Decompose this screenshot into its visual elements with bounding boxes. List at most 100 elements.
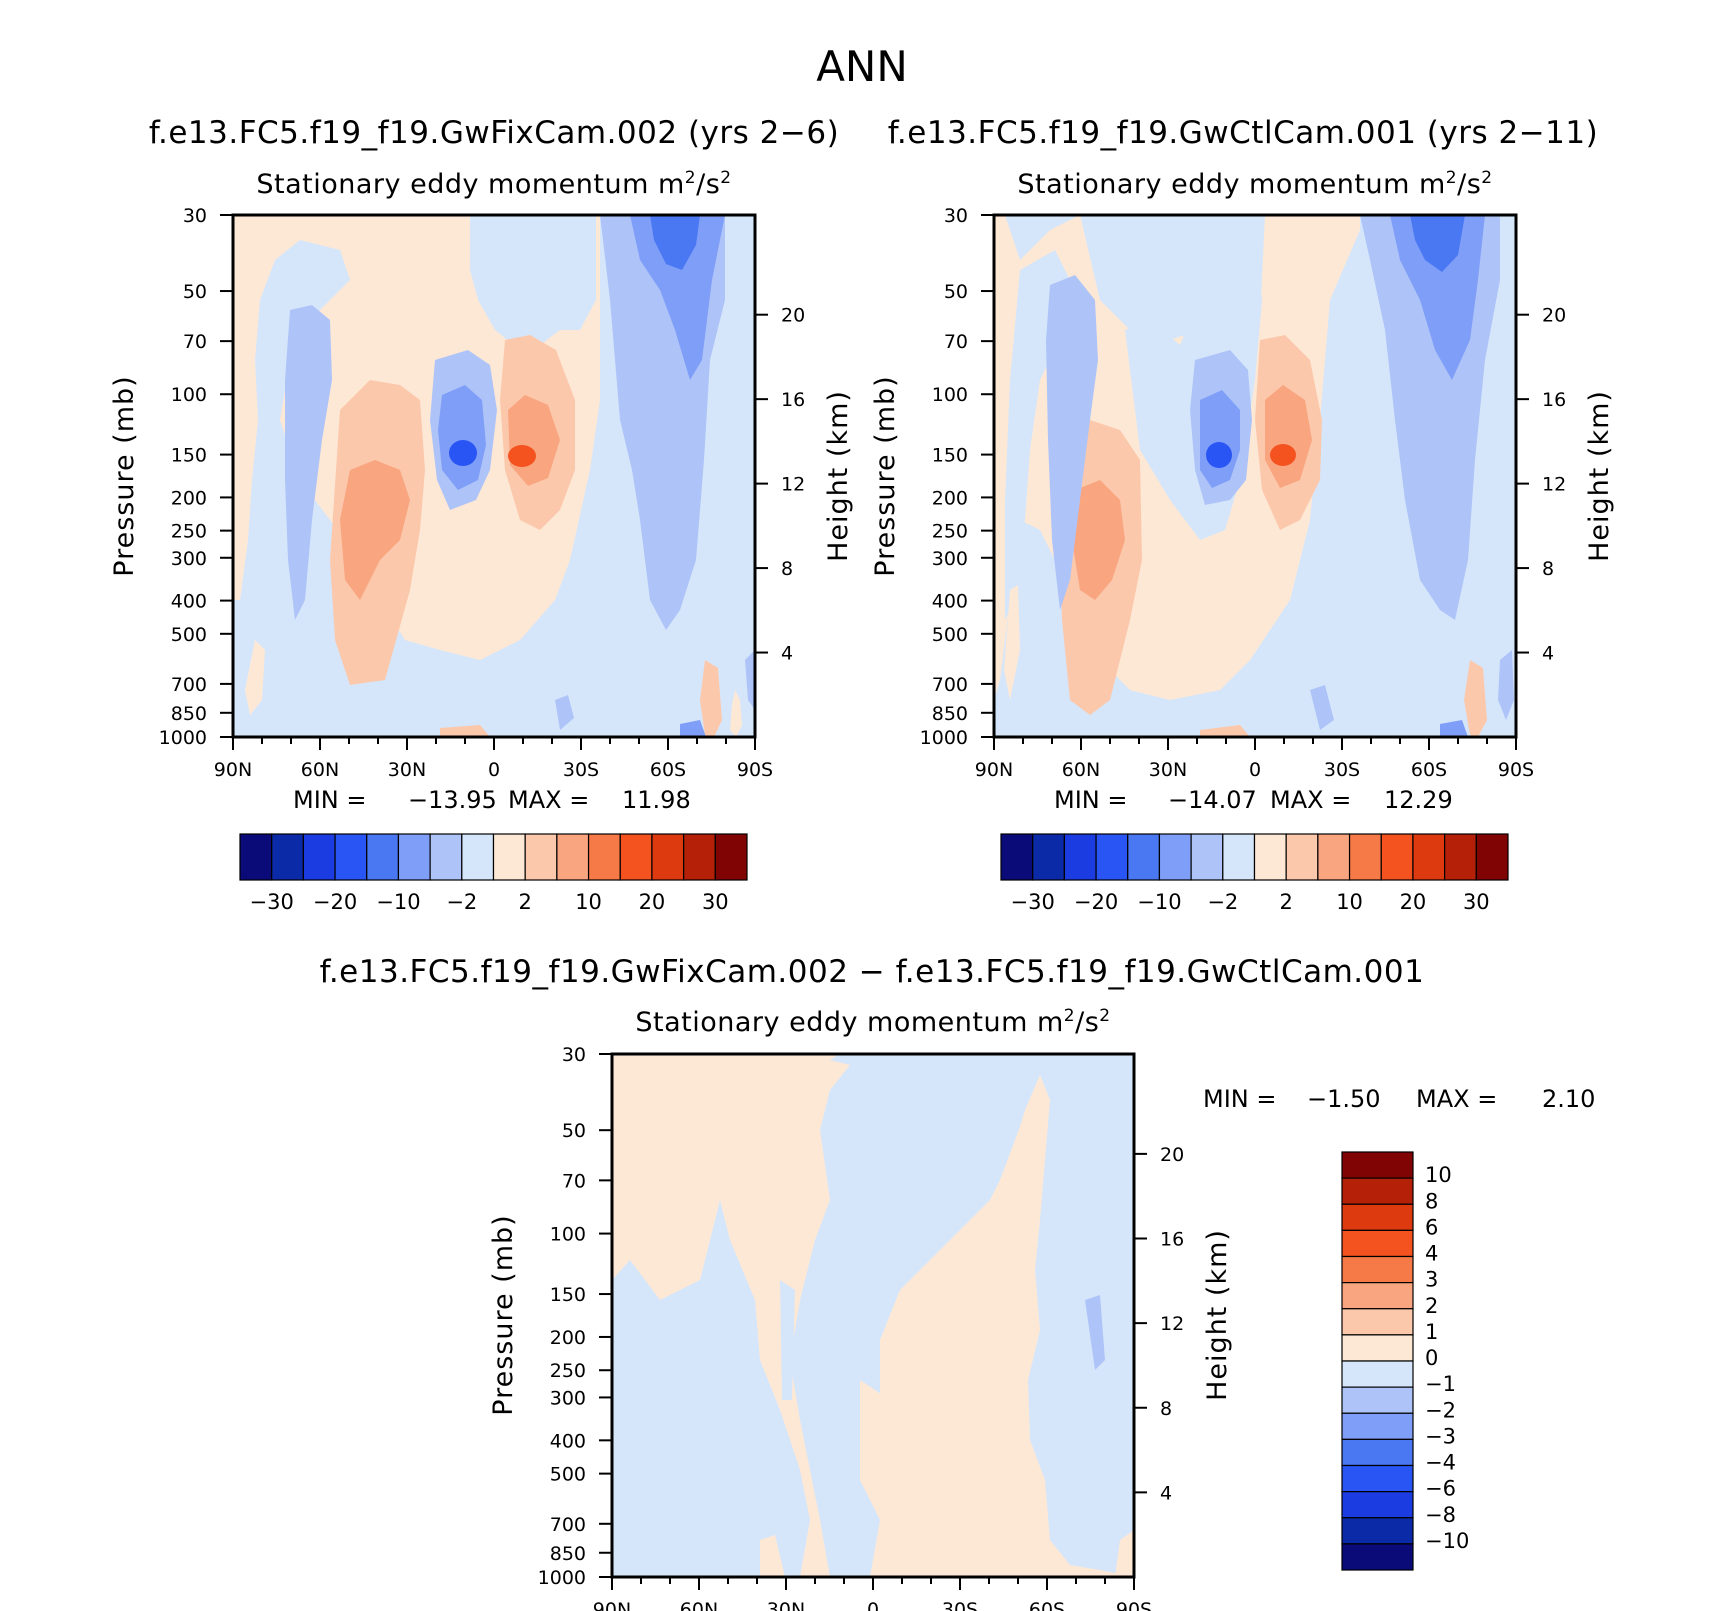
x-axis: 90N 60N 30N 0 30S 60S 90S xyxy=(593,1577,1152,1611)
y-tick-label: 500 xyxy=(550,1464,586,1486)
figure-title: ANN xyxy=(816,42,908,91)
colorbar-label: −6 xyxy=(1425,1477,1456,1501)
y-tick-label: 850 xyxy=(932,703,968,725)
x-tick-label: 0 xyxy=(488,759,500,781)
contour-field xyxy=(612,1054,1134,1577)
colorbar-swatch xyxy=(1341,1282,1414,1310)
y-axis-label: Pressure (mb) xyxy=(488,1214,519,1415)
colorbar-swatch xyxy=(1063,833,1097,881)
colorbar-swatch xyxy=(271,833,304,881)
colorbar-label: −10 xyxy=(1137,890,1181,914)
colorbar-swatch xyxy=(1285,833,1319,881)
y2-tick-label: 12 xyxy=(1160,1313,1184,1335)
colorbar-swatch xyxy=(366,833,400,881)
colorbar-swatch xyxy=(1190,833,1224,881)
colorbar-swatch xyxy=(1341,1386,1414,1414)
colorbar-label: −10 xyxy=(1425,1529,1469,1553)
colorbar-swatch xyxy=(1317,833,1351,881)
colorbar-label: −4 xyxy=(1425,1451,1456,1475)
max-label: MAX = xyxy=(508,786,589,814)
colorbar-swatch xyxy=(1341,1308,1414,1336)
y-tick-label: 700 xyxy=(550,1514,586,1536)
colorbar-swatch xyxy=(1222,833,1256,881)
colorbar-label: 1 xyxy=(1425,1320,1438,1344)
y2-tick-label: 8 xyxy=(1542,558,1554,580)
colorbar-label: 30 xyxy=(702,890,729,914)
contour-field xyxy=(233,215,755,737)
y-tick-label: 70 xyxy=(562,1170,586,1192)
y-tick-label: 850 xyxy=(550,1543,586,1565)
max-value: 11.98 xyxy=(622,786,691,814)
x-tick-label: 60S xyxy=(1411,759,1447,781)
y-tick-label: 1000 xyxy=(159,727,207,749)
panel-bottom-diff: f.e13.FC5.f19_f19.GwFixCam.002 − f.e13.F… xyxy=(320,954,1596,1611)
colorbar-label: 10 xyxy=(1336,890,1363,914)
x-tick-label: 30S xyxy=(942,1599,978,1611)
colorbar-label: −2 xyxy=(446,890,477,914)
colorbar-swatch xyxy=(1341,1517,1414,1545)
y-tick-label: 700 xyxy=(171,674,207,696)
colorbar-label: 30 xyxy=(1463,890,1490,914)
y-tick-label: 100 xyxy=(550,1224,586,1246)
colorbar-swatch xyxy=(1341,1229,1414,1258)
y-tick-label: 30 xyxy=(562,1044,586,1066)
colorbar-label: 20 xyxy=(639,890,666,914)
y2-tick-label: 4 xyxy=(781,643,793,665)
y-tick-label: 400 xyxy=(171,591,207,613)
colorbar-label: −20 xyxy=(313,890,357,914)
max-value: 12.29 xyxy=(1384,786,1453,814)
colorbar-swatch xyxy=(1380,833,1414,881)
colorbar-swatch xyxy=(429,833,463,881)
y2-tick-label: 8 xyxy=(781,558,793,580)
max-value: 2.10 xyxy=(1542,1085,1595,1113)
variable-title: Stationary eddy momentum m2/s2 xyxy=(1017,168,1492,200)
colorbar-swatch xyxy=(1444,833,1477,881)
colorbar: −30 −20 −10 −2 2 10 20 30 xyxy=(239,833,748,914)
x-tick-label: 90N xyxy=(975,759,1013,781)
colorbar-label: 2 xyxy=(519,890,532,914)
min-label: MIN = xyxy=(1203,1085,1276,1113)
colorbar-swatch xyxy=(619,833,653,881)
y-tick-label: 30 xyxy=(183,205,207,227)
y-tick-label: 850 xyxy=(171,703,207,725)
y-tick-label: 200 xyxy=(171,487,207,509)
min-value: −1.50 xyxy=(1307,1085,1381,1113)
colorbar-swatch xyxy=(587,833,621,881)
colorbar-swatch xyxy=(1412,833,1446,881)
colorbar-swatch xyxy=(1341,1255,1414,1284)
colorbar-swatch xyxy=(1341,1464,1414,1493)
y2-axis-label: Height (km) xyxy=(1584,390,1615,562)
x-tick-label: 90S xyxy=(1498,759,1534,781)
x-tick-label: 30N xyxy=(388,759,426,781)
colorbar-swatch xyxy=(397,833,431,881)
colorbar-swatch xyxy=(1341,1203,1414,1231)
colorbar-swatch xyxy=(1095,833,1129,881)
x-tick-label: 90N xyxy=(214,759,252,781)
colorbar-swatch xyxy=(1341,1491,1414,1519)
x-tick-label: 30S xyxy=(1324,759,1360,781)
y2-tick-label: 16 xyxy=(1542,389,1566,411)
x-tick-label: 30N xyxy=(1149,759,1187,781)
colorbar-swatch xyxy=(1341,1177,1414,1205)
max-label: MAX = xyxy=(1270,786,1351,814)
y-tick-label: 400 xyxy=(932,591,968,613)
y-tick-label: 200 xyxy=(932,487,968,509)
colorbar-label: −1 xyxy=(1425,1372,1456,1396)
y-tick-label: 500 xyxy=(932,624,968,646)
colorbar-label: −20 xyxy=(1074,890,1118,914)
colorbar-swatch xyxy=(1127,833,1161,881)
colorbar-swatch xyxy=(302,833,336,881)
colorbar-label: 10 xyxy=(575,890,602,914)
y-tick-label: 100 xyxy=(932,384,968,406)
y2-tick-label: 4 xyxy=(1160,1482,1172,1504)
x-tick-label: 90N xyxy=(593,1599,631,1611)
colorbar-label: 20 xyxy=(1400,890,1427,914)
y-tick-label: 300 xyxy=(171,548,207,570)
colorbar-swatch xyxy=(239,833,273,881)
y-tick-label: 500 xyxy=(171,624,207,646)
colorbar-label: −8 xyxy=(1425,1503,1456,1527)
y-axis-label: Pressure (mb) xyxy=(109,375,140,576)
y-tick-label: 150 xyxy=(932,445,968,467)
